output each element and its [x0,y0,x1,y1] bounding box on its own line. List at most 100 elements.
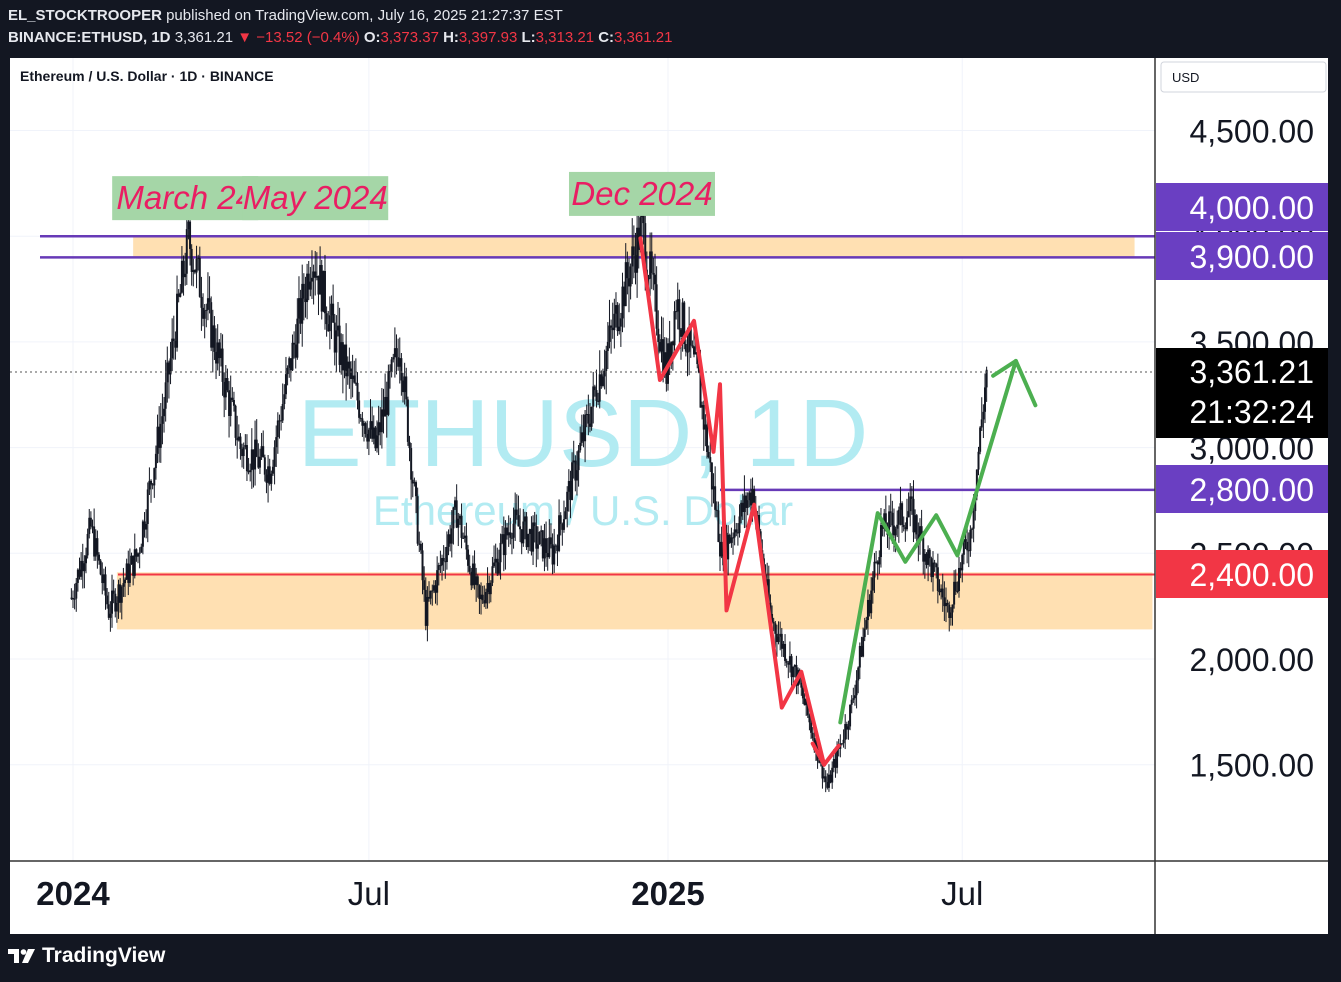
candle-body-64 [174,341,177,348]
candle-body-10 [86,533,89,556]
symbol-name[interactable]: BINANCE:ETHUSD, 1D [8,29,171,46]
candle-body-277 [520,529,523,544]
candle-body-318 [587,414,590,424]
candle-body-278 [522,521,525,544]
candle-body-297 [553,545,556,565]
price-tick-6: 4,500.00 [1189,114,1314,150]
candle-body-319 [588,423,591,427]
candle-body-241 [462,537,465,539]
candle-body-55 [159,423,162,448]
currency-box[interactable] [1160,61,1327,93]
candle-body-469 [832,758,835,768]
candle-body-83 [205,309,208,311]
candle-body-330 [606,341,609,351]
candle-body-430 [769,602,772,614]
candle-body-206 [405,376,408,400]
candle-body-547 [959,567,962,571]
candle-body-268 [506,527,509,536]
candle-body-539 [946,602,949,605]
candle-body-164 [336,325,339,331]
candle-body-520 [915,515,918,535]
candle-body-273 [514,509,517,524]
candle-body-178 [359,417,362,419]
candle-body-4 [76,569,79,583]
candle-body-332 [610,325,613,328]
candle-body-2 [73,598,76,600]
candle-body-471 [836,747,839,768]
candle-body-334 [613,313,616,331]
candle-body-474 [840,743,843,745]
candle-body-0 [70,597,73,599]
candle-body-225 [436,570,439,593]
candle-body-548 [961,554,964,571]
tradingview-logo[interactable]: TradingView [8,944,165,968]
candle-body-343 [627,278,630,287]
level-lines [40,234,1155,576]
candle-body-341 [624,262,627,307]
drawn-paths [638,236,1038,767]
candle-body-531 [933,562,936,564]
candle-body-236 [454,500,457,508]
price-labels: 4,000.00 3,900.00 2,800.00 2,400.00 3,361.21… [1156,183,1328,598]
candle-body-121 [267,466,270,483]
candle-body-109 [247,471,250,473]
candle-body-260 [493,562,496,567]
candle-body-116 [258,456,261,468]
candle-body-100 [232,400,235,406]
candle-body-381 [689,326,692,346]
candle-body-337 [618,326,621,332]
candle-body-138 [294,344,297,358]
chart-area[interactable]: ETHUSD, 1D Ethereum / U.S. Dollar March … [10,58,1328,934]
candle-body-3 [75,582,78,599]
candle-body-287 [536,544,539,549]
candle-body-467 [829,774,832,783]
price-chart[interactable]: ETHUSD, 1D Ethereum / U.S. Dollar March … [10,58,1328,934]
candle-body-255 [484,591,487,604]
candle-body-114 [255,439,258,457]
candle-body-177 [358,400,361,418]
publisher-name[interactable]: EL_STOCKTROOPER [8,7,162,24]
down-arrow-icon: ▼ [237,29,253,46]
candle-body-216 [421,550,424,581]
candle-body-476 [844,724,847,740]
candle-body-392 [707,451,710,458]
candle-body-93 [221,348,224,382]
candle-body-533 [936,567,939,591]
candle-body-497 [878,557,881,565]
candle-body-12 [89,517,92,527]
candle-body-49 [150,480,153,485]
last-price-box [1156,348,1328,438]
candle-body-495 [875,561,878,563]
candle-body-187 [374,427,377,449]
candle-body-63 [172,338,175,342]
candle-body-275 [517,515,520,527]
candle-body-356 [649,251,652,279]
candle-body-482 [853,695,856,699]
candle-body-238 [457,518,460,528]
candle-body-147 [309,281,312,290]
candle-body-417 [748,492,751,501]
candle-body-310 [574,460,577,481]
candle-body-438 [782,643,785,649]
candle-body-506 [892,525,895,536]
candle-body-246 [470,571,473,586]
candle-body-527 [927,549,930,565]
candle-body-550 [964,539,967,542]
candle-body-199 [393,348,396,358]
candle-body-306 [567,480,570,492]
candle-body-132 [284,374,287,395]
candle-body-48 [148,480,151,490]
candle-body-371 [673,311,676,346]
candle-body-141 [299,298,302,324]
candle-body-365 [663,352,666,375]
candle-body-137 [293,342,296,345]
candle-body-281 [527,533,530,548]
candle-body-13 [91,526,94,528]
candle-body-98 [229,397,232,416]
candle-body-290 [541,530,544,559]
candle-body-198 [392,357,395,360]
candle-body-90 [216,342,219,364]
candle-body-81 [202,307,205,319]
candle-body-180 [362,423,365,426]
candle-body-454 [808,715,811,723]
